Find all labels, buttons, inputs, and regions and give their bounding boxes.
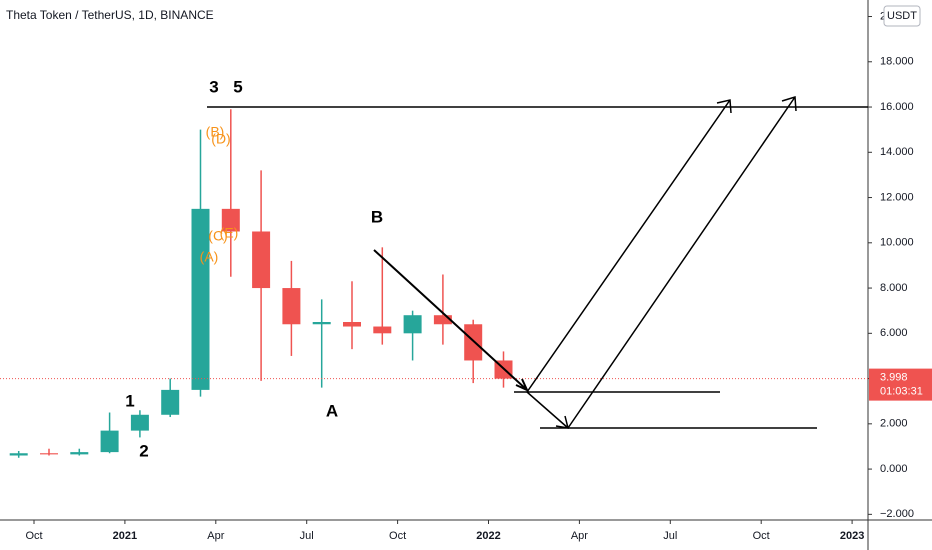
arrow bbox=[567, 96, 797, 429]
x-tick-label: Oct bbox=[25, 530, 42, 542]
candle-body bbox=[433, 315, 452, 325]
sub-wave-label: (D) bbox=[211, 131, 230, 147]
candle-body bbox=[130, 414, 149, 431]
y-tick-label: 10.000 bbox=[880, 237, 914, 249]
candle-body bbox=[282, 288, 301, 325]
candle-body bbox=[343, 322, 361, 327]
y-tick-label: 14.000 bbox=[880, 146, 914, 158]
candle-body bbox=[373, 326, 392, 334]
countdown: 01:03:31 bbox=[880, 386, 923, 398]
wave-label: A bbox=[326, 401, 338, 420]
axes: −2.0000.0002.0004.0006.0008.00010.00012.… bbox=[25, 5, 932, 542]
x-tick-label: 2021 bbox=[113, 530, 137, 542]
wave-label: 1 bbox=[125, 391, 134, 410]
sub-wave-label: (C) bbox=[208, 228, 227, 244]
y-tick-label: 16.000 bbox=[880, 101, 914, 113]
x-tick-label: 2022 bbox=[476, 530, 500, 542]
x-tick-label: Apr bbox=[571, 530, 588, 542]
y-tick-label: 8.000 bbox=[880, 282, 908, 294]
candle-body bbox=[221, 208, 240, 232]
sub-wave-labels: (A) (B) (C) (D) (E) bbox=[200, 124, 239, 265]
annotations bbox=[207, 96, 868, 429]
x-tick-label: Oct bbox=[753, 530, 770, 542]
y-tick-label: 0.000 bbox=[880, 463, 908, 475]
sub-wave-label: (B) bbox=[206, 124, 225, 140]
arrow bbox=[373, 249, 530, 393]
currency-badge bbox=[883, 5, 921, 27]
candle-body bbox=[403, 315, 422, 334]
last-price-label: 3.998 bbox=[880, 372, 908, 384]
last-price-tag bbox=[869, 368, 932, 401]
wave-label: 2 bbox=[139, 441, 148, 460]
x-tick-label: Apr bbox=[207, 530, 224, 542]
candle-body bbox=[191, 208, 210, 390]
x-tick-label: 2023 bbox=[840, 530, 864, 542]
y-tick-label: −2.000 bbox=[880, 508, 914, 520]
wave-label: 3 bbox=[209, 77, 218, 96]
sub-wave-label: (A) bbox=[200, 249, 219, 265]
drawings bbox=[0, 109, 868, 458]
candle-body bbox=[161, 389, 180, 415]
candle-body bbox=[70, 452, 89, 455]
wave-label: B bbox=[371, 207, 383, 226]
candle-body bbox=[464, 324, 483, 361]
x-tick-label: Oct bbox=[389, 530, 406, 542]
sub-wave-label: (E) bbox=[220, 225, 239, 241]
candle-body bbox=[9, 453, 28, 456]
price-axis-bg bbox=[868, 0, 932, 550]
currency-label: USDT bbox=[887, 10, 917, 22]
chart-title: Theta Token / TetherUS, 1D, BINANCE bbox=[6, 8, 214, 22]
wave-label: 5 bbox=[233, 77, 242, 96]
candle-body bbox=[252, 231, 271, 289]
y-tick-label: 18.000 bbox=[880, 56, 914, 68]
wave-labels: 1 2 3 5 A B bbox=[125, 77, 383, 460]
x-tick-label: Jul bbox=[663, 530, 677, 542]
x-tick-label: Jul bbox=[300, 530, 314, 542]
y-tick-label: 2.000 bbox=[880, 418, 908, 430]
candle-body bbox=[100, 430, 119, 453]
y-tick-label: 6.000 bbox=[880, 327, 908, 339]
y-tick-label: 12.000 bbox=[880, 191, 914, 203]
arrow bbox=[526, 391, 570, 429]
candle-body bbox=[312, 322, 331, 325]
arrow bbox=[526, 99, 732, 393]
candle-body bbox=[40, 453, 58, 455]
